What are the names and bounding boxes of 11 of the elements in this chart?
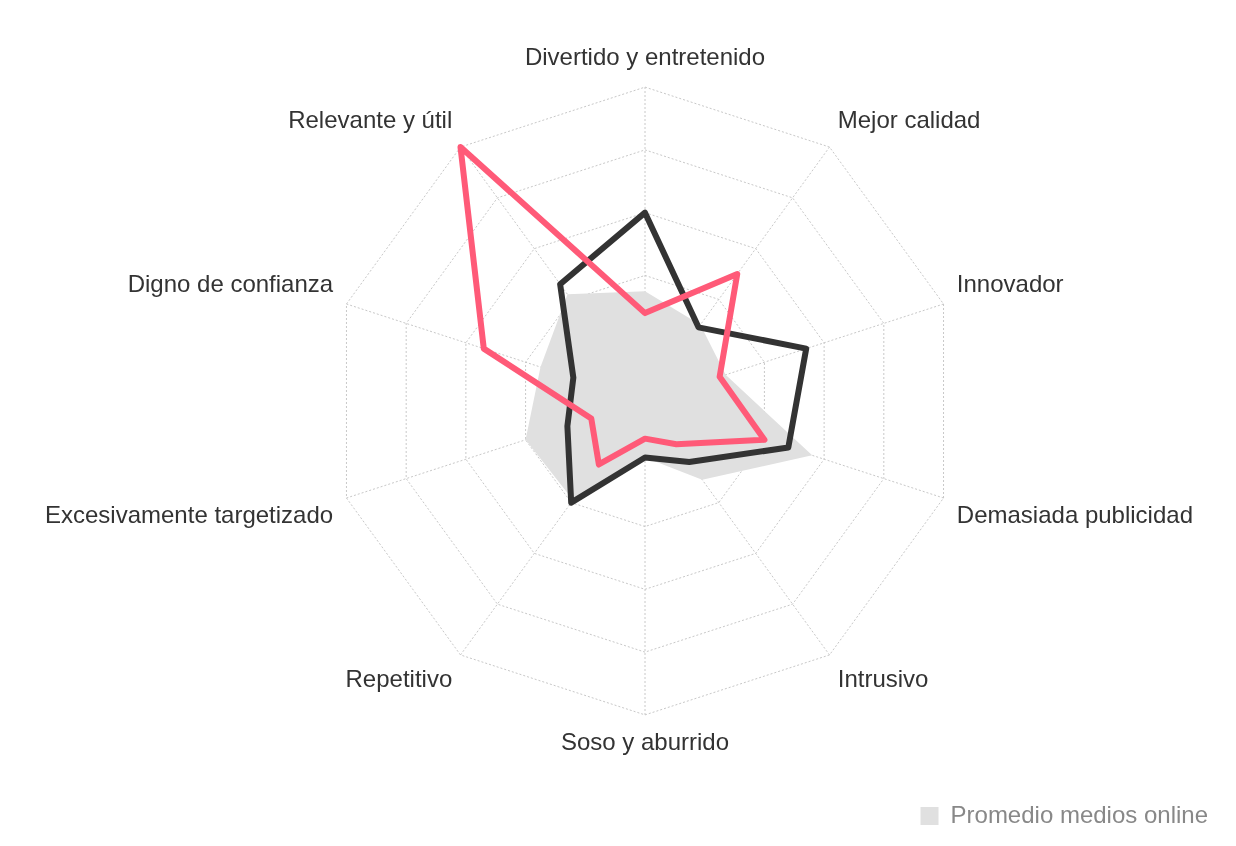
- spoke-label: Demasiada publicidad: [956, 501, 1193, 529]
- spoke-label: Soso y aburrido: [560, 727, 730, 755]
- spoke-label: Divertido y entretenido: [524, 43, 766, 71]
- spoke-label: Excesivamente targetizado: [45, 501, 334, 529]
- spoke-label: Intrusivo: [837, 665, 929, 693]
- legend-label: Promedio medios online: [950, 800, 1209, 828]
- spoke-label: Mejor calidad: [837, 105, 981, 133]
- spoke-label: Innovador: [956, 269, 1064, 297]
- spoke-label: Repetitivo: [345, 665, 453, 693]
- spoke-label: Relevante y útil: [288, 105, 453, 133]
- spoke-label: Digno de confianza: [127, 269, 334, 297]
